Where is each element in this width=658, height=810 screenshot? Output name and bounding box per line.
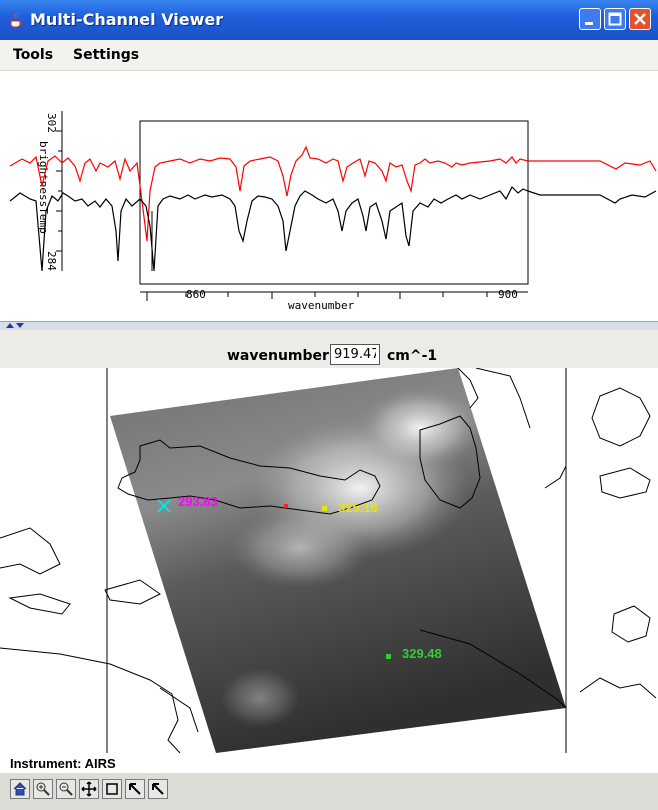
probe-value-magenta: 293.83 (178, 494, 218, 509)
y-axis-label: brightnessTemp (37, 141, 50, 234)
spectrum-plot[interactable]: 302 brightnessTemp 284 860 900 wavenumbe… (0, 71, 658, 321)
probe-marker-red[interactable] (284, 504, 288, 508)
probe-icon (152, 783, 164, 795)
probe-marker-green[interactable] (386, 654, 391, 659)
java-cup-icon (10, 12, 23, 28)
probe-value-green: 329.48 (402, 646, 442, 661)
probe-value-yellow: 325.16 (338, 500, 378, 515)
wavenumber-input[interactable] (330, 344, 380, 365)
select-box-button[interactable] (102, 779, 122, 799)
y-tick-top: 302 (45, 113, 58, 133)
zoom-in-button[interactable] (33, 779, 53, 799)
zoom-out-button[interactable] (56, 779, 76, 799)
probe-marker-yellow[interactable] (322, 506, 327, 511)
title-bar: Multi-Channel Viewer (0, 0, 658, 40)
probe-cyan-cross[interactable] (157, 499, 171, 513)
x-axis-label: wavenumber (288, 299, 355, 312)
coastline-overlay (0, 368, 657, 753)
close-icon (634, 13, 646, 25)
collapse-arrows-icon[interactable] (4, 322, 24, 330)
minimize-icon (585, 22, 593, 25)
plot-frame (139, 120, 529, 285)
spectrum-series-black (9, 185, 657, 272)
menu-tools[interactable]: Tools (13, 47, 54, 63)
spectrum-series-red (9, 145, 657, 242)
wavenumber-label: wavenumber (227, 348, 329, 364)
pan-icon (81, 781, 97, 797)
pointer-button[interactable] (125, 779, 145, 799)
pointer-icon (129, 783, 141, 795)
wavenumber-units: cm^-1 (387, 348, 438, 364)
minimize-button[interactable] (579, 8, 601, 30)
maximize-button[interactable] (604, 8, 626, 30)
probe-button[interactable] (148, 779, 168, 799)
maximize-icon (608, 12, 622, 26)
x-tick-860: 860 (186, 288, 206, 301)
menu-settings[interactable]: Settings (73, 47, 140, 63)
toolbar (0, 773, 658, 810)
wavenumber-panel (0, 330, 658, 368)
home-icon (13, 782, 27, 796)
close-button[interactable] (629, 8, 651, 30)
menu-bar: Tools Settings (0, 40, 658, 71)
zoom-in-icon (36, 782, 50, 796)
zoom-out-icon (59, 782, 73, 796)
y-tick-bottom: 284 (45, 251, 58, 271)
home-button[interactable] (10, 779, 30, 799)
select-box-icon (106, 783, 118, 795)
instrument-label: Instrument: AIRS (10, 756, 116, 771)
x-tick-900: 900 (498, 288, 518, 301)
window-title: Multi-Channel Viewer (30, 10, 224, 29)
map-view[interactable]: 293.83 325.16 329.48 (0, 368, 658, 753)
pan-button[interactable] (79, 779, 99, 799)
